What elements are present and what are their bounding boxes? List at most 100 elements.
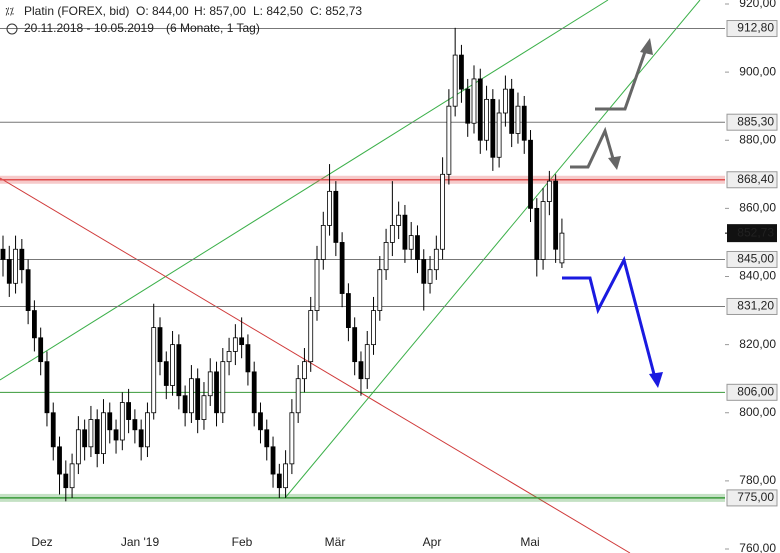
candle-body xyxy=(245,344,251,373)
plot xyxy=(0,3,729,550)
y-tick-label: 900,00 xyxy=(739,64,776,78)
candle-body xyxy=(320,225,326,260)
x-tick-label: Mai xyxy=(520,535,539,549)
candle-body xyxy=(502,88,508,114)
candle-body xyxy=(289,412,295,465)
candle-body xyxy=(132,419,138,431)
candle-body xyxy=(534,207,540,260)
period-note: (6 Monate, 1 Tag) xyxy=(166,21,260,35)
level-label-box xyxy=(726,297,778,315)
candle-body xyxy=(490,98,496,158)
level-label-box xyxy=(726,20,778,38)
candle-body xyxy=(528,139,533,209)
candle-body xyxy=(188,378,194,414)
candle-body xyxy=(358,361,364,380)
y-tick-label: 820,00 xyxy=(739,337,776,351)
candle-body xyxy=(540,201,546,260)
candle-body xyxy=(57,446,62,475)
arrowhead xyxy=(608,156,621,170)
arrowhead xyxy=(640,38,653,55)
candle-body xyxy=(258,412,263,431)
candle-body xyxy=(201,395,207,420)
candle-body xyxy=(371,310,376,346)
last-price-box xyxy=(727,224,777,243)
candle-body xyxy=(75,429,81,465)
candle-body xyxy=(283,463,289,489)
candle-body xyxy=(396,214,402,226)
candle-body xyxy=(446,105,452,175)
trend-line xyxy=(0,0,609,381)
candle-body xyxy=(389,225,395,243)
candle-body xyxy=(88,419,94,448)
candle-body xyxy=(69,463,75,489)
candle-body xyxy=(553,180,559,250)
level-label-box xyxy=(726,113,778,131)
clock-icon xyxy=(6,23,18,35)
candle-body xyxy=(546,180,552,202)
x-tick-label: Apr xyxy=(423,535,442,549)
chart-title: Platin (FOREX, bid) xyxy=(24,4,129,18)
y-tick-label: 880,00 xyxy=(739,132,776,146)
candle-body xyxy=(214,371,219,414)
candle-body xyxy=(270,446,276,475)
candle-body xyxy=(339,242,345,294)
candle-body xyxy=(32,310,37,339)
candle-body xyxy=(333,190,339,243)
candle-body xyxy=(484,98,489,141)
candle-body xyxy=(239,337,245,346)
candle-body xyxy=(433,248,439,271)
candle-body xyxy=(327,190,332,226)
candle-body xyxy=(377,269,383,311)
trend-line xyxy=(284,0,701,499)
y-tick-label: 920,00 xyxy=(739,0,776,10)
level-label: 845,00 xyxy=(737,252,774,266)
candle-body xyxy=(496,112,502,158)
arrowhead xyxy=(649,372,663,388)
candle-body xyxy=(427,269,433,284)
ohlc-high: H: 857,00 xyxy=(194,4,246,18)
candle-body xyxy=(421,259,427,284)
candle-body xyxy=(220,361,226,414)
y-tick-label: 760,00 xyxy=(739,541,776,553)
level-label: 912,80 xyxy=(737,21,774,35)
y-tick-label: 840,00 xyxy=(739,269,776,283)
candle-body xyxy=(101,412,106,455)
candle-body xyxy=(119,402,125,441)
trend-lines xyxy=(0,0,701,553)
candle-body xyxy=(226,351,232,363)
candle-body xyxy=(19,248,25,271)
candle-body xyxy=(402,214,408,250)
candle-body xyxy=(302,361,307,380)
period: 20.11.2018 - 10.05.2019 xyxy=(24,21,154,35)
candle-body xyxy=(345,293,351,328)
candle-body xyxy=(151,327,157,414)
annotations xyxy=(562,38,663,388)
candle-body xyxy=(408,235,414,250)
ohlc-low: L: 842,50 xyxy=(253,4,303,18)
candle-body xyxy=(182,395,188,414)
y-tick-label: 860,00 xyxy=(739,201,776,215)
level-label-box xyxy=(726,171,778,189)
scenario-arrow xyxy=(562,255,657,379)
x-tick-label: Mär xyxy=(325,535,346,549)
candle-body xyxy=(82,429,88,448)
candle-body xyxy=(509,88,515,134)
y-tick-label: 800,00 xyxy=(739,405,776,419)
candle-body xyxy=(126,402,131,420)
scenario-arrow xyxy=(570,126,616,169)
candle-body xyxy=(38,337,44,363)
candle-body xyxy=(521,105,527,141)
candle-body xyxy=(157,327,163,363)
level-label-box xyxy=(726,383,778,401)
x-tick-label: Feb xyxy=(232,535,253,549)
candle-body xyxy=(314,259,320,311)
candle-body xyxy=(145,412,150,448)
candle-body xyxy=(207,371,213,397)
level-label-box xyxy=(726,250,778,268)
level-label-box xyxy=(726,489,778,507)
candle-body xyxy=(94,419,100,455)
candle-body xyxy=(13,248,18,284)
last-price-label: 852,73 xyxy=(737,225,774,239)
candle-body xyxy=(559,232,565,264)
candle-body xyxy=(452,54,458,107)
